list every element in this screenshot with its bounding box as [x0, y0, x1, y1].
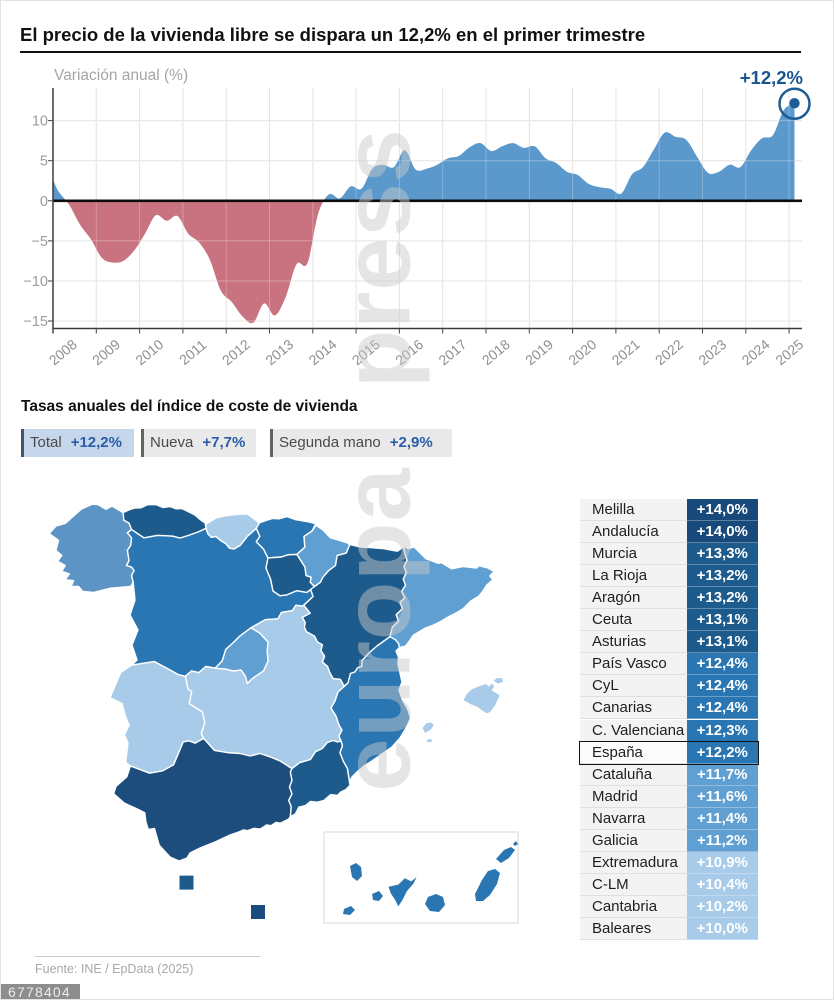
svg-text:2012: 2012	[219, 336, 253, 368]
svg-text:2023: 2023	[695, 336, 729, 368]
svg-text:2016: 2016	[392, 336, 426, 368]
svg-text:−15: −15	[23, 314, 48, 330]
svg-text:2020: 2020	[565, 336, 599, 368]
svg-text:0: 0	[40, 194, 48, 210]
svg-text:2021: 2021	[609, 336, 643, 368]
svg-text:2024: 2024	[739, 336, 773, 368]
svg-text:2009: 2009	[89, 336, 123, 368]
svg-text:2014: 2014	[306, 336, 340, 368]
svg-text:5: 5	[40, 154, 48, 170]
svg-text:−10: −10	[23, 274, 48, 290]
svg-text:2011: 2011	[176, 336, 210, 368]
svg-text:2025: 2025	[772, 336, 806, 368]
svg-text:+12,2%: +12,2%	[740, 67, 803, 88]
svg-text:2018: 2018	[479, 336, 513, 368]
svg-text:10: 10	[32, 114, 48, 130]
svg-text:2019: 2019	[522, 336, 556, 368]
svg-text:2008: 2008	[46, 336, 80, 368]
svg-text:2015: 2015	[349, 336, 383, 368]
svg-text:2022: 2022	[652, 336, 686, 368]
svg-text:−5: −5	[31, 234, 48, 250]
svg-text:2017: 2017	[435, 336, 469, 368]
svg-text:2013: 2013	[262, 336, 296, 368]
svg-text:2010: 2010	[132, 336, 166, 368]
